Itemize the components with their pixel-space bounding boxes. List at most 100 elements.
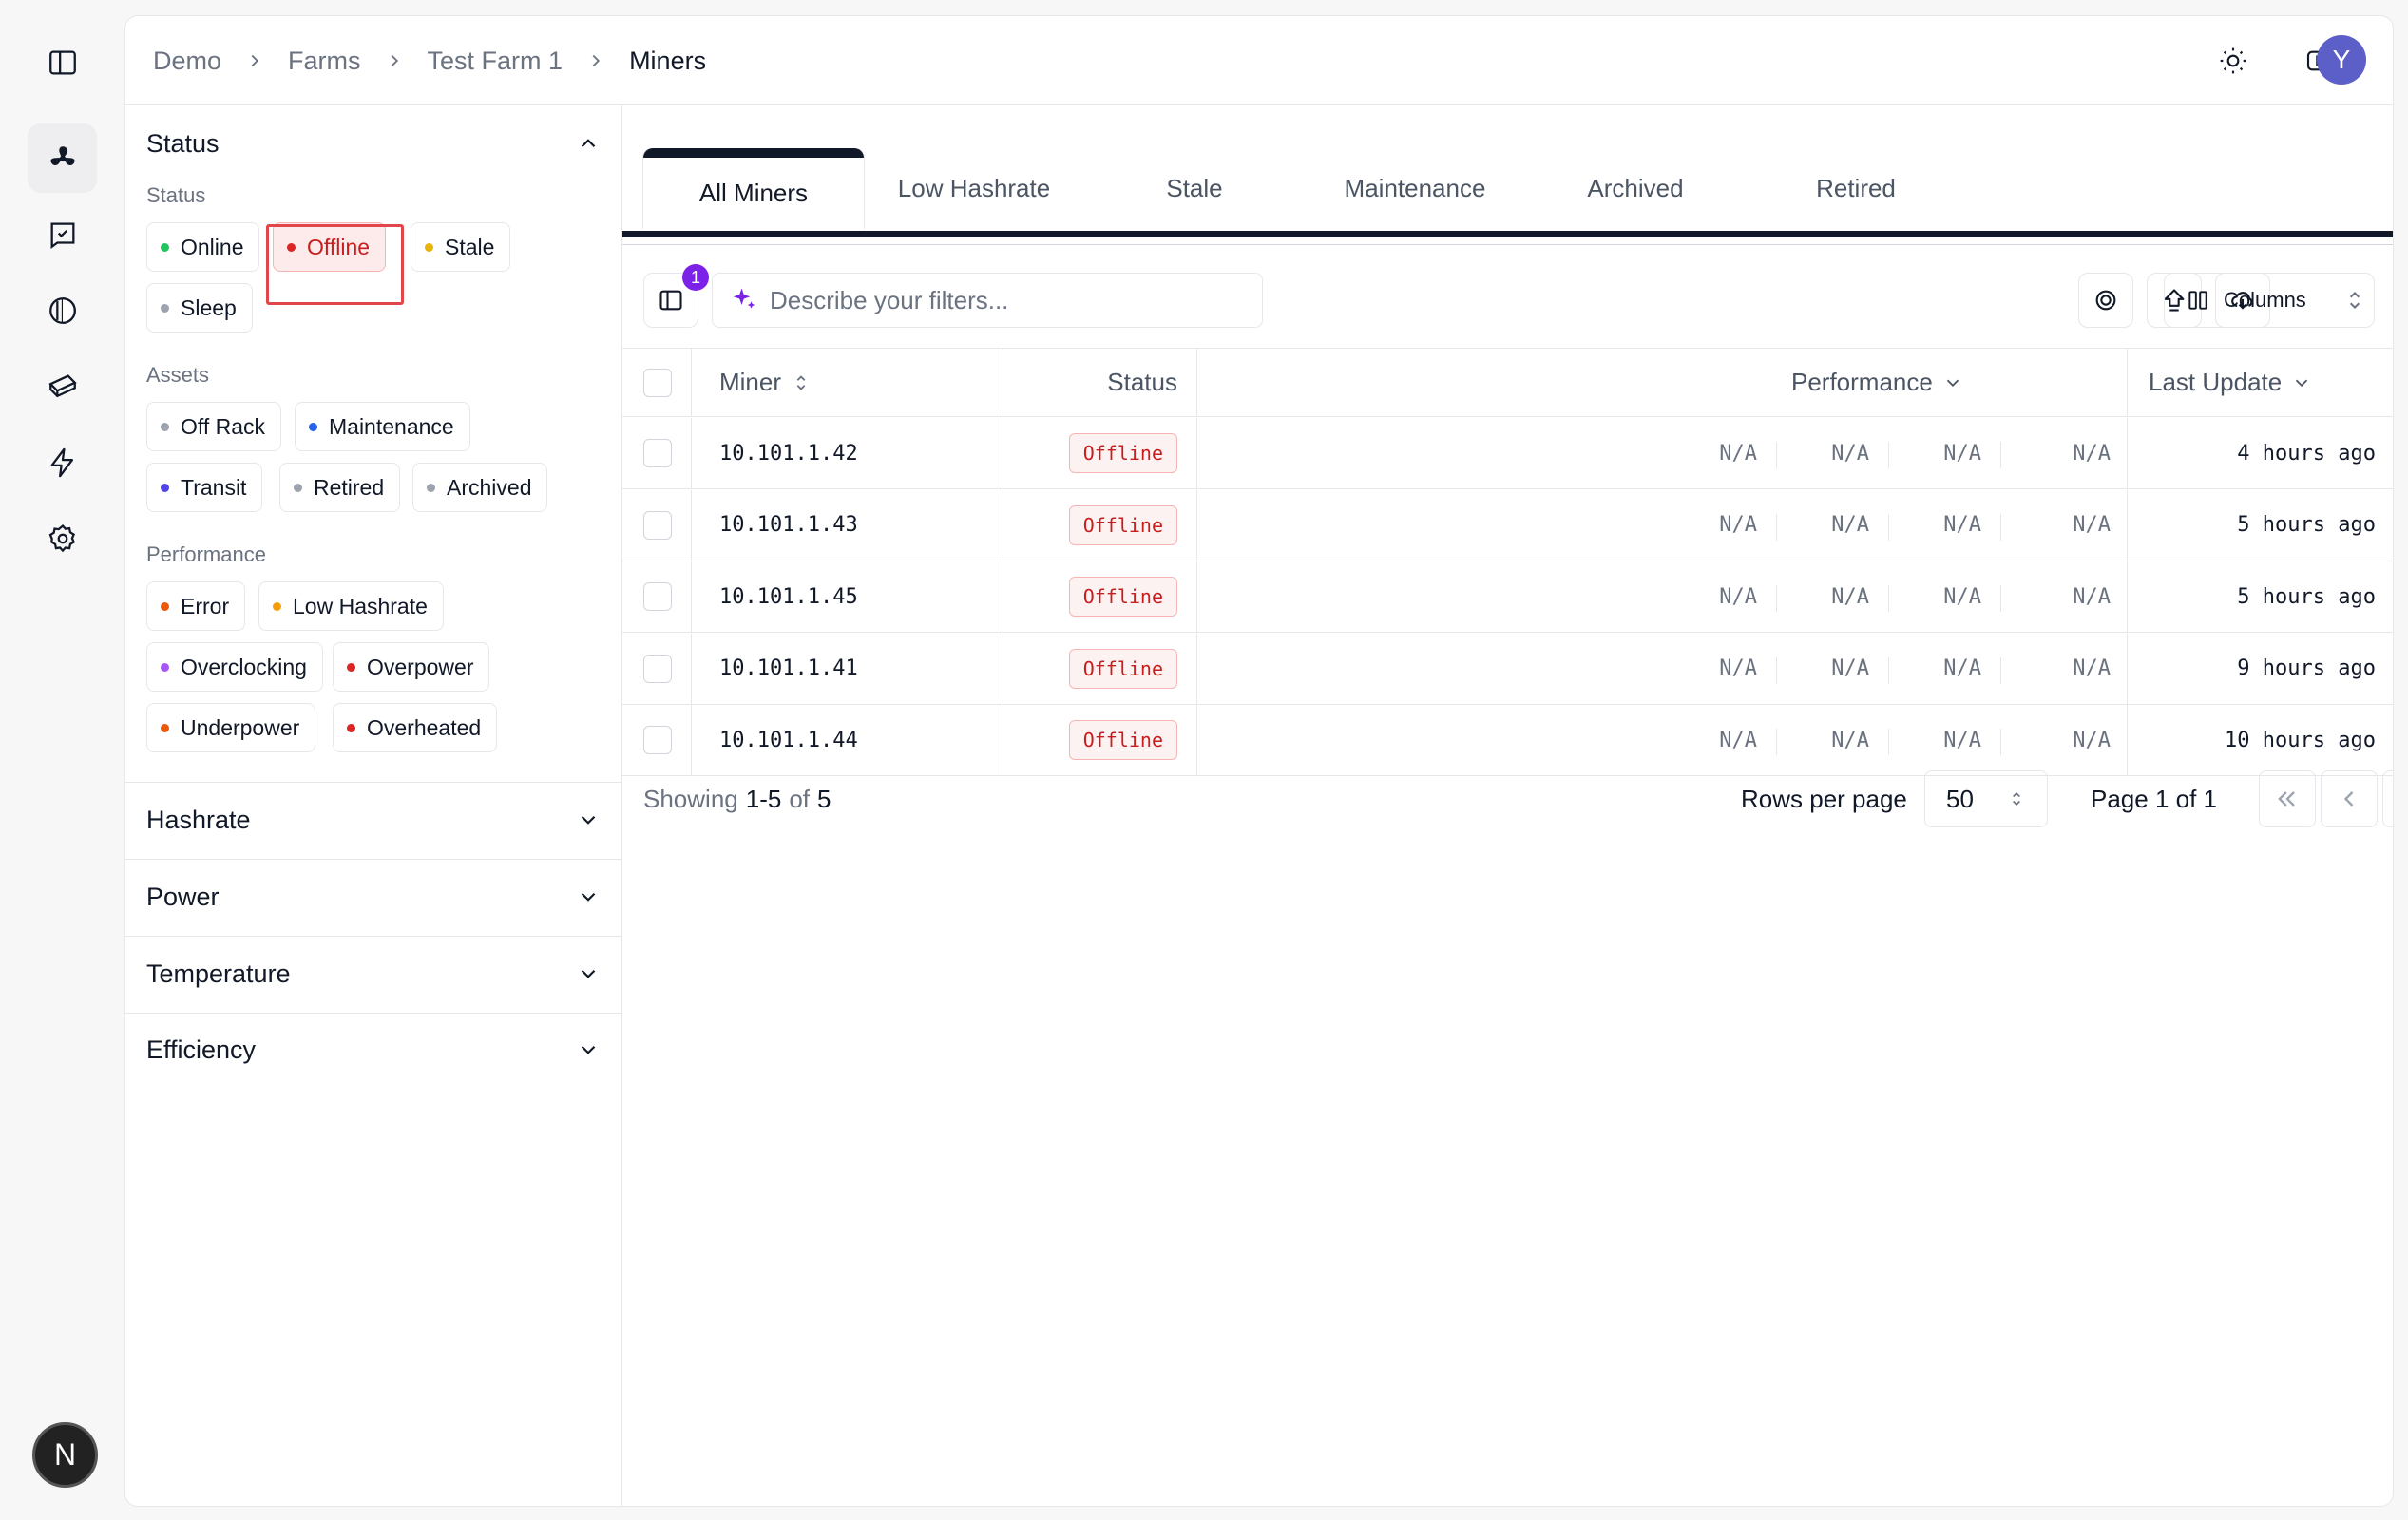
tab-archived[interactable]: Archived bbox=[1587, 174, 1684, 202]
tab-low-hashrate[interactable]: Low Hashrate bbox=[897, 174, 1051, 202]
status-dot bbox=[273, 601, 281, 611]
last-update: 4 hours ago bbox=[2237, 441, 2376, 466]
status-section-header[interactable]: Status bbox=[146, 124, 601, 162]
performance-value: N/A bbox=[1831, 513, 1869, 537]
columns-button[interactable]: Columns bbox=[2164, 273, 2375, 328]
status-column-header[interactable]: Status bbox=[1107, 368, 1177, 396]
chip-archived[interactable]: Archived bbox=[412, 463, 548, 512]
hashrate-section-header[interactable]: Hashrate bbox=[146, 782, 601, 858]
chip-label: Underpower bbox=[181, 714, 300, 740]
chip-low-hashrate[interactable]: Low Hashrate bbox=[258, 581, 444, 631]
breadcrumb: Demo Farms Test Farm 1 Miners bbox=[153, 16, 706, 105]
last-update: 9 hours ago bbox=[2237, 656, 2376, 680]
chevron-updown-icon bbox=[2349, 292, 2360, 309]
row-checkbox[interactable] bbox=[643, 634, 672, 704]
chip-label: Retired bbox=[314, 474, 385, 500]
toggle-filters-button[interactable]: 1 bbox=[643, 264, 709, 328]
sidebar-panel-icon bbox=[659, 290, 682, 311]
miner-ip[interactable]: 10.101.1.41 bbox=[719, 656, 858, 680]
tab-bar: All Miners Low Hashrate Stale Maintenanc… bbox=[622, 105, 2393, 248]
miner-ip[interactable]: 10.101.1.44 bbox=[719, 728, 858, 752]
table-row[interactable]: 10.101.1.41 Offline N/A N/A N/A N/A 9 hours ag… bbox=[622, 633, 2393, 705]
first-page-button[interactable] bbox=[2259, 770, 2316, 827]
tab-all-miners[interactable]: All Miners bbox=[643, 148, 864, 229]
last-update-column-header[interactable]: Last Update bbox=[2149, 349, 2312, 416]
tab-retired[interactable]: Retired bbox=[1816, 174, 1896, 202]
miner-header-label: Miner bbox=[719, 368, 782, 396]
status-cell: Offline bbox=[1003, 561, 1196, 632]
power-section-header[interactable]: Power bbox=[146, 859, 601, 935]
content-area: All Miners Low Hashrate Stale Maintenanc… bbox=[622, 105, 2393, 1506]
chip-retired[interactable]: Retired bbox=[279, 463, 401, 512]
row-checkbox[interactable] bbox=[643, 561, 672, 632]
breadcrumb-demo[interactable]: Demo bbox=[153, 46, 222, 75]
performance-column-header[interactable]: Performance bbox=[1791, 349, 1963, 416]
chip-online[interactable]: Online bbox=[146, 222, 260, 272]
status-cell: Offline bbox=[1003, 634, 1196, 704]
chip-overheated[interactable]: Overheated bbox=[333, 703, 498, 752]
tab-stale[interactable]: Stale bbox=[1166, 174, 1223, 202]
status-dot bbox=[347, 662, 355, 672]
tab-maintenance[interactable]: Maintenance bbox=[1344, 174, 1486, 202]
table-row[interactable]: 10.101.1.42 Offline N/A N/A N/A N/A 4 hours ag… bbox=[622, 418, 2393, 489]
status-section-title: Status bbox=[146, 128, 220, 158]
user-avatar[interactable]: Y bbox=[2317, 35, 2366, 85]
toggle-sidebar-icon[interactable] bbox=[28, 28, 97, 97]
chip-offline[interactable]: Offline bbox=[273, 222, 387, 272]
main-card: Demo Farms Test Farm 1 Miners Y Status S… bbox=[124, 15, 2394, 1507]
chip-maintenance[interactable]: Maintenance bbox=[295, 402, 470, 451]
top-bar: Demo Farms Test Farm 1 Miners Y bbox=[125, 16, 2393, 105]
rows-per-page-select[interactable]: 50 bbox=[1924, 770, 2048, 827]
performance-value: N/A bbox=[1719, 513, 1757, 537]
previous-page-button[interactable] bbox=[2321, 770, 2378, 827]
chip-sleep[interactable]: Sleep bbox=[146, 283, 253, 332]
status-cell: Offline bbox=[1003, 490, 1196, 560]
miner-ip[interactable]: 10.101.1.43 bbox=[719, 513, 858, 537]
workspace-avatar[interactable]: N bbox=[32, 1422, 98, 1488]
contrast-icon[interactable] bbox=[28, 276, 97, 345]
select-all-checkbox[interactable] bbox=[643, 349, 672, 416]
lightning-icon[interactable] bbox=[28, 428, 97, 497]
chip-overpower[interactable]: Overpower bbox=[333, 642, 490, 692]
cloud-download-button[interactable] bbox=[2215, 273, 2270, 328]
row-checkbox[interactable] bbox=[643, 490, 672, 560]
ticket-icon[interactable] bbox=[28, 352, 97, 421]
performance-value: N/A bbox=[1719, 728, 1757, 752]
chip-transit[interactable]: Transit bbox=[146, 463, 263, 512]
chip-off-rack[interactable]: Off Rack bbox=[146, 402, 282, 451]
miner-column-header[interactable]: Miner bbox=[719, 349, 812, 416]
next-page-button[interactable] bbox=[2382, 770, 2393, 827]
target-button[interactable] bbox=[2078, 273, 2133, 328]
table-row[interactable]: 10.101.1.43 Offline N/A N/A N/A N/A 5 hours ag… bbox=[622, 489, 2393, 561]
row-checkbox[interactable] bbox=[643, 418, 672, 488]
divider bbox=[622, 244, 2393, 245]
filter-search-box[interactable] bbox=[712, 273, 1263, 328]
status-dot bbox=[427, 483, 435, 492]
chip-error[interactable]: Error bbox=[146, 581, 246, 631]
settings-gear-icon[interactable] bbox=[28, 504, 97, 573]
table-row[interactable]: 10.101.1.45 Offline N/A N/A N/A N/A 5 hours ag… bbox=[622, 561, 2393, 633]
breadcrumb-farms[interactable]: Farms bbox=[288, 46, 361, 75]
chevron-down-icon bbox=[1946, 379, 1959, 387]
table-row[interactable]: 10.101.1.44 Offline N/A N/A N/A N/A 10 hours a… bbox=[622, 705, 2393, 776]
fan-icon[interactable] bbox=[28, 124, 97, 193]
chevron-down-icon bbox=[581, 969, 596, 978]
performance-sub-label: Performance bbox=[146, 542, 266, 566]
status-dot bbox=[161, 662, 169, 672]
chip-underpower[interactable]: Underpower bbox=[146, 703, 316, 752]
filter-search-input[interactable] bbox=[770, 285, 1226, 315]
breadcrumb-test-farm[interactable]: Test Farm 1 bbox=[427, 46, 564, 75]
chip-overclocking[interactable]: Overclocking bbox=[146, 642, 323, 692]
chat-icon[interactable] bbox=[28, 200, 97, 269]
theme-sun-icon[interactable] bbox=[2209, 37, 2257, 85]
miner-ip[interactable]: 10.101.1.42 bbox=[719, 441, 858, 466]
temperature-section-header[interactable]: Temperature bbox=[146, 936, 601, 1012]
efficiency-section-header[interactable]: Efficiency bbox=[146, 1012, 601, 1088]
row-checkbox[interactable] bbox=[643, 705, 672, 775]
performance-value: N/A bbox=[1831, 441, 1869, 466]
chip-stale[interactable]: Stale bbox=[411, 222, 511, 272]
status-dot bbox=[161, 422, 169, 431]
miner-ip[interactable]: 10.101.1.45 bbox=[719, 584, 858, 609]
performance-value: N/A bbox=[1943, 728, 1981, 752]
status-badge: Offline bbox=[1068, 720, 1177, 760]
